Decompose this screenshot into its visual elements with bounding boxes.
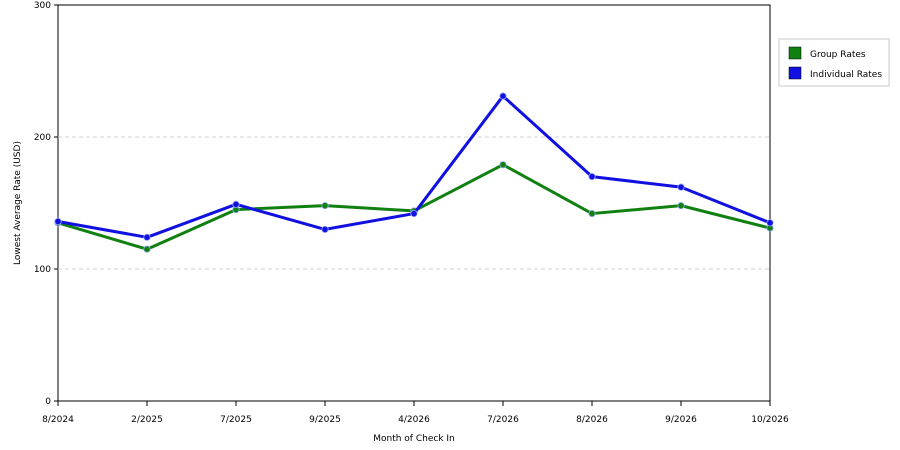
data-point: [677, 202, 685, 210]
x-tick-label: 9/2026: [665, 415, 697, 425]
legend-swatch-group-rates: [788, 46, 802, 60]
x-axis: 8/2024 2/2025 7/2025 9/2025 4/2026 7/2026 8/20…: [42, 401, 789, 425]
legend-label-individual-rates: Individual Rates: [810, 70, 882, 80]
data-point: [766, 219, 774, 227]
data-point: [232, 200, 240, 208]
data-point: [499, 161, 507, 169]
legend-label-group-rates: Group Rates: [810, 50, 866, 60]
legend: Group Rates Individual Rates: [778, 38, 890, 87]
y-tick-label: 0: [45, 397, 51, 407]
data-point: [54, 217, 62, 226]
data-point: [588, 173, 596, 181]
x-tick-label: 10/2026: [751, 415, 789, 425]
x-tick-label: 8/2026: [576, 415, 608, 425]
data-point: [321, 225, 329, 233]
x-tick-label: 8/2024: [42, 415, 74, 425]
data-point: [588, 209, 596, 218]
data-point: [321, 202, 329, 210]
y-tick-label: 200: [34, 133, 51, 143]
legend-swatch-individual-rates: [788, 66, 802, 80]
data-point: [410, 209, 418, 218]
x-axis-title: Month of Check In: [373, 434, 455, 444]
x-tick-label: 4/2026: [398, 415, 430, 425]
data-point: [677, 183, 685, 191]
x-tick-label: 2/2025: [131, 415, 163, 425]
x-tick-label: 7/2025: [220, 415, 252, 425]
data-point: [143, 245, 151, 253]
plot-area: [57, 4, 771, 402]
x-tick-label: 7/2026: [487, 415, 519, 425]
x-tick-label: 9/2025: [309, 415, 341, 425]
y-tick-label: 300: [34, 1, 51, 11]
y-axis: 0 100 200 300: [34, 1, 58, 407]
data-point: [143, 233, 151, 241]
data-point: [499, 92, 507, 100]
y-axis-title: Lowest Average Rate (USD): [13, 141, 23, 265]
series-group: [54, 92, 774, 253]
y-tick-label: 100: [34, 265, 51, 275]
